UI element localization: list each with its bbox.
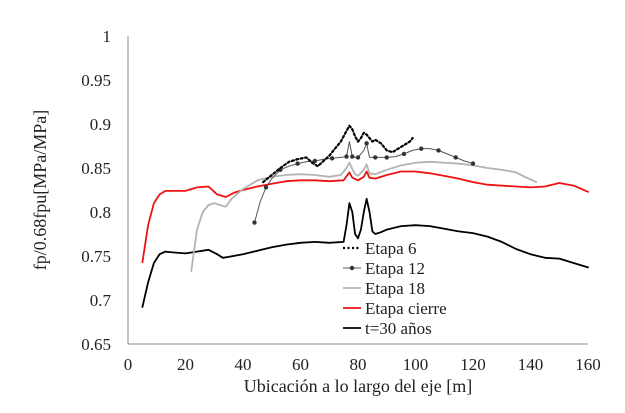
data-point — [263, 185, 269, 190]
legend-label: t=30 años — [365, 319, 432, 338]
data-point — [329, 156, 335, 161]
legend-label: Etapa 12 — [365, 259, 425, 278]
legend-label: Etapa cierre — [365, 299, 447, 318]
data-point — [252, 220, 257, 225]
y-axis-title: fp/0.68fpu[MPa/MPa] — [30, 110, 50, 271]
data-point — [401, 151, 407, 157]
data-point — [384, 155, 389, 160]
y-tick-label: 0.85 — [81, 159, 111, 178]
x-tick-labels: 0 20 40 60 80 100 120 140 160 — [124, 355, 601, 374]
y-tick-label: 1 — [103, 27, 112, 46]
legend-item-t-30-a-os: t=30 años — [343, 319, 432, 338]
x-tick-label: 120 — [460, 355, 486, 374]
y-tick-label: 0.95 — [81, 71, 111, 90]
data-point — [470, 161, 476, 166]
y-tick-label: 0.7 — [90, 291, 112, 310]
y-tick-label: 0.65 — [81, 335, 111, 354]
legend-item-etapa-6: Etapa 6 — [343, 239, 416, 258]
data-point — [312, 158, 318, 164]
y-tick-label: 0.75 — [81, 247, 111, 266]
data-point — [436, 148, 441, 153]
series-etapa-6 — [262, 124, 414, 184]
legend-item-etapa-18: Etapa 18 — [343, 279, 425, 298]
series-line-etapa-18 — [190, 160, 538, 272]
data-point — [295, 161, 300, 166]
data-point — [373, 155, 378, 160]
data-point — [453, 155, 458, 160]
data-point — [344, 154, 349, 159]
x-tick-label: 20 — [177, 355, 194, 374]
series-etapa-cierre — [141, 170, 589, 264]
series-etapa-12 — [252, 141, 476, 225]
series-line-etapa-cierre — [141, 170, 589, 264]
x-tick-label: 80 — [350, 355, 367, 374]
x-axis-title: Ubicación a lo largo del eje [m] — [244, 376, 473, 396]
x-tick-label: 140 — [518, 355, 544, 374]
series-etapa-18 — [190, 160, 538, 272]
x-tick-label: 40 — [235, 355, 252, 374]
data-point — [364, 141, 369, 146]
y-tick-label: 0.8 — [90, 203, 111, 222]
series-line-t-30-a-os — [141, 197, 589, 308]
series-layer — [141, 124, 589, 308]
legend-label: Etapa 18 — [365, 279, 425, 298]
legend-label: Etapa 6 — [365, 239, 416, 258]
x-tick-label: 0 — [124, 355, 133, 374]
legend-item-etapa-cierre: Etapa cierre — [343, 299, 447, 318]
legend-item-etapa-12: Etapa 12 — [343, 259, 425, 278]
x-tick-label: 100 — [403, 355, 429, 374]
x-tick-label: 60 — [292, 355, 309, 374]
series-t-30-a-os — [141, 197, 589, 308]
y-tick-labels: 0.65 0.7 0.75 0.8 0.85 0.9 0.95 1 — [81, 27, 111, 354]
data-point — [350, 154, 355, 159]
legend-marker — [349, 265, 355, 271]
data-point — [355, 155, 361, 160]
y-tick-label: 0.9 — [90, 115, 111, 134]
series-line-etapa-6 — [262, 124, 414, 184]
data-point — [419, 146, 424, 151]
x-tick-label: 160 — [575, 355, 601, 374]
